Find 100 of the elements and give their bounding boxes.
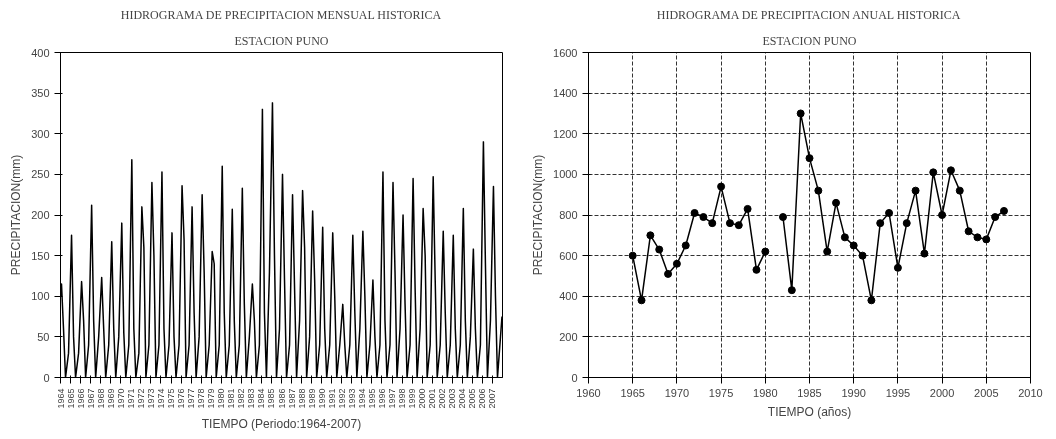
- point: [840, 233, 849, 242]
- x-axis-title: TIEMPO (años): [767, 404, 852, 419]
- x-tick-label: 1995: [366, 388, 377, 409]
- x-tick-label: 2007: [487, 388, 498, 409]
- x-tick-label: 1974: [155, 388, 166, 409]
- point: [876, 219, 885, 228]
- y-tick-label: 150: [31, 249, 50, 262]
- point: [849, 241, 858, 250]
- x-tick-label: 1993: [346, 388, 357, 409]
- point: [646, 231, 655, 240]
- x-tick-label: 1970: [664, 386, 690, 399]
- y-axis-title: PRECIPITACION(mm): [9, 154, 24, 276]
- point: [893, 263, 902, 272]
- x-tick-label: 2002: [437, 388, 448, 409]
- x-tick-label: 1992: [336, 388, 347, 409]
- chart-title: HIDROGRAMA DE PRECIPITACION MENSUAL HISTORICA: [120, 7, 442, 22]
- point: [628, 251, 637, 260]
- y-tick-label: 400: [31, 46, 50, 59]
- x-tick-label: 1973: [145, 388, 156, 409]
- y-tick-label: 600: [559, 249, 578, 262]
- point: [858, 251, 867, 260]
- point: [672, 259, 681, 268]
- x-tick-label: 2005: [974, 386, 999, 399]
- y-tick-label: 1000: [553, 168, 578, 181]
- x-tick-label: 1983: [246, 388, 257, 409]
- point: [805, 154, 814, 163]
- x-tick-label: 1978: [196, 388, 207, 409]
- y-tick-label: 0: [571, 371, 578, 384]
- point: [699, 213, 708, 222]
- point: [761, 247, 770, 256]
- point: [955, 186, 964, 195]
- y-tick-label: 350: [31, 87, 50, 100]
- x-tick-label: 1980: [216, 388, 227, 409]
- point: [832, 198, 841, 207]
- x-tick-label: 1987: [286, 388, 297, 409]
- x-tick-label: 1970: [115, 388, 126, 409]
- point: [778, 213, 787, 222]
- x-tick-label: 1990: [841, 386, 866, 399]
- point: [814, 186, 823, 195]
- y-tick-label: 1200: [553, 127, 578, 140]
- x-tick-label: 1984: [256, 388, 267, 409]
- x-tick-label: 1971: [125, 388, 136, 409]
- x-tick-label: 1964: [55, 388, 66, 409]
- point: [929, 168, 938, 177]
- x-tick-label: 2004: [457, 388, 468, 409]
- point: [964, 227, 973, 236]
- point: [717, 182, 726, 191]
- chart-subtitle: ESTACION PUNO: [762, 33, 857, 48]
- x-axis-title: TIEMPO (Periodo:1964-2007): [201, 416, 362, 431]
- x-tick-label: 1960: [576, 386, 601, 399]
- x-tick-label: 1965: [65, 388, 76, 409]
- point: [743, 204, 752, 213]
- x-tick-label: 2010: [1018, 386, 1043, 399]
- x-tick-label: 2003: [447, 388, 458, 409]
- point: [708, 219, 717, 228]
- point: [946, 166, 955, 175]
- y-tick-label: 800: [559, 209, 578, 221]
- point: [973, 233, 982, 242]
- point: [999, 206, 1008, 215]
- x-tick-label: 1997: [387, 388, 397, 409]
- x-tick-label: 2006: [477, 388, 488, 409]
- y-tick-label: 50: [37, 330, 50, 343]
- y-tick-label: 1600: [553, 46, 578, 59]
- x-tick-label: 1989: [306, 388, 317, 409]
- x-tick-label: 1985: [266, 388, 277, 409]
- chart-subtitle: ESTACION PUNO: [234, 33, 329, 48]
- x-tick-label: 1995: [885, 386, 911, 399]
- point: [911, 186, 920, 195]
- y-tick-label: 100: [31, 290, 50, 303]
- x-tick-label: 1967: [85, 388, 96, 409]
- x-tick-label: 2005: [467, 388, 478, 409]
- point: [823, 247, 832, 256]
- x-tick-label: 1996: [376, 388, 387, 409]
- x-tick-label: 1975: [166, 388, 176, 409]
- x-tick-label: 1991: [326, 388, 337, 409]
- x-tick-label: 2001: [427, 388, 438, 409]
- point: [982, 235, 991, 244]
- x-tick-label: 1998: [397, 388, 408, 409]
- x-tick-label: 1977: [186, 388, 197, 409]
- point: [885, 208, 894, 217]
- x-tick-label: 1969: [105, 388, 116, 409]
- x-tick-label: 1999: [407, 388, 418, 409]
- y-tick-label: 250: [31, 168, 50, 181]
- y-tick-label: 200: [31, 209, 50, 221]
- x-tick-label: 1968: [95, 388, 106, 409]
- x-tick-label: 1985: [797, 386, 822, 399]
- y-tick-label: 400: [559, 290, 578, 303]
- point: [690, 208, 699, 217]
- x-tick-label: 1988: [296, 388, 307, 409]
- x-tick-label: 1975: [708, 386, 734, 399]
- point: [867, 296, 876, 305]
- x-tick-label: 1986: [276, 388, 287, 409]
- x-tick-label: 1990: [316, 388, 327, 409]
- x-tick-label: 1980: [753, 386, 778, 399]
- point: [902, 219, 911, 228]
- point: [725, 219, 734, 228]
- chart-title: HIDROGRAMA DE PRECIPITACION ANUAL HISTORICA: [656, 7, 961, 22]
- point: [787, 286, 796, 295]
- x-tick-label: 1979: [206, 388, 217, 409]
- point: [734, 221, 743, 230]
